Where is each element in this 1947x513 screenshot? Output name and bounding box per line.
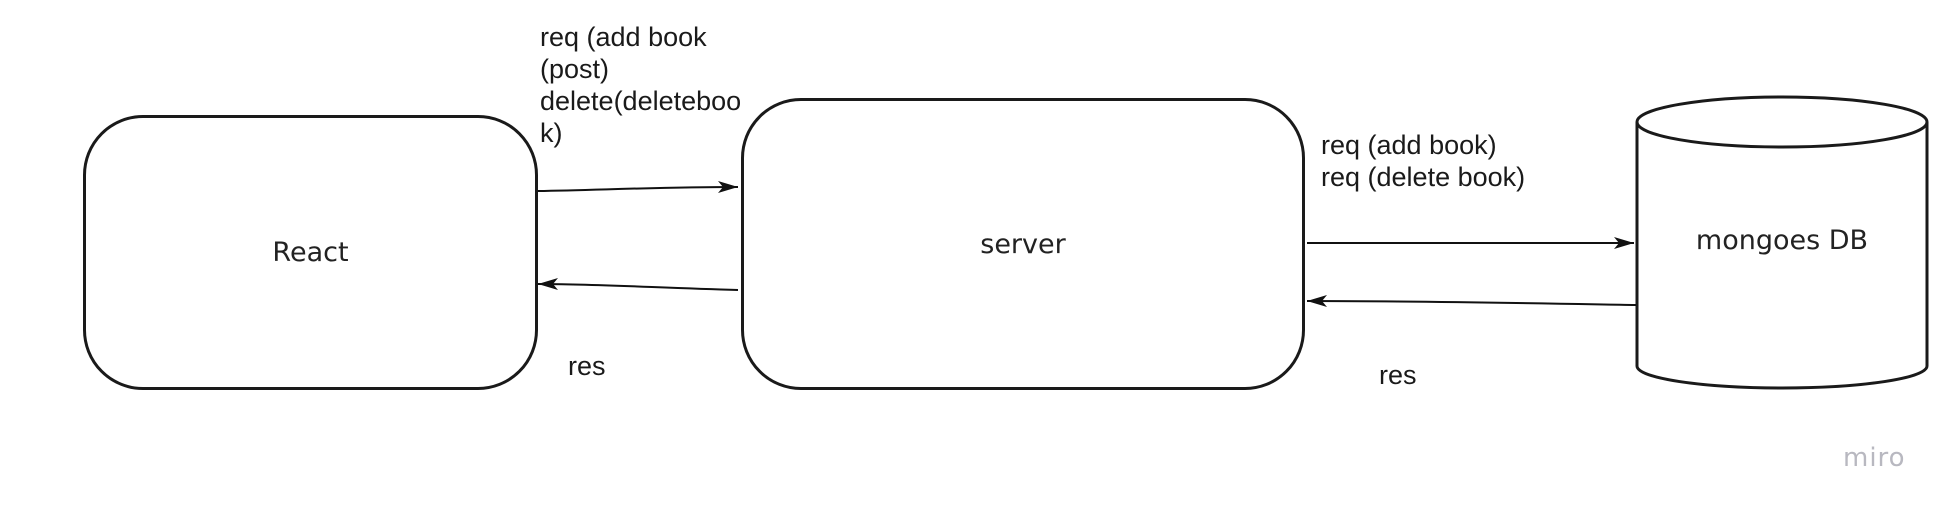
arrow-client-to-server: [537, 181, 739, 194]
db-response-label: res: [1379, 360, 1417, 390]
react-node-label: React: [272, 237, 349, 268]
server-node-label: server: [980, 228, 1066, 260]
database-node-label: mongoes DB: [1695, 225, 1869, 256]
database-cylinder: [1635, 95, 1929, 390]
arrow-server-to-client: [537, 278, 739, 291]
db-request-label: req (add book) req (delete book): [1321, 130, 1526, 192]
arrow-db-to-server: [1306, 295, 1637, 308]
client-request-label: req (add book (post) delete(deleteboo k): [540, 22, 742, 148]
server-node[interactable]: server: [741, 98, 1305, 390]
miro-watermark: miro: [1843, 443, 1906, 473]
client-response-label: res: [568, 351, 606, 381]
react-node[interactable]: React: [83, 115, 538, 390]
